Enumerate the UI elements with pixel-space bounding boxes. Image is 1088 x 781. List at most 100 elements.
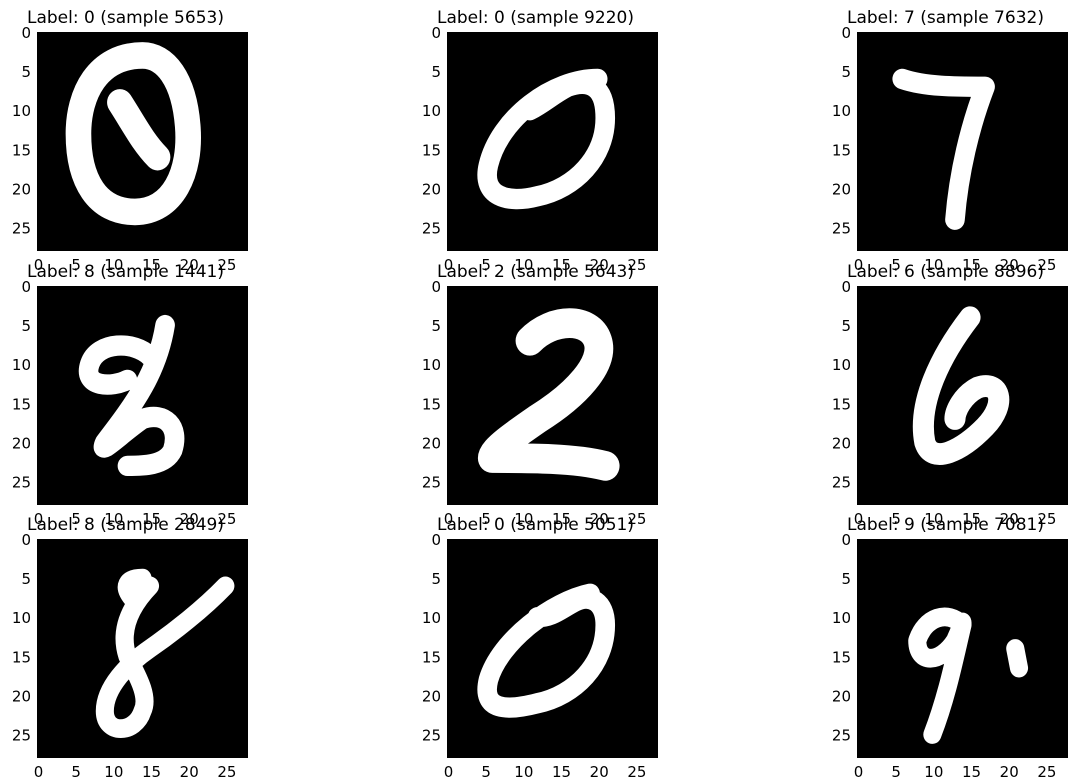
panel-title: Label: 8 (sample 1441) [27, 262, 224, 282]
x-tick-label: 10 [924, 510, 943, 528]
x-tick-label: 15 [552, 510, 571, 528]
x-tick-label: 5 [71, 510, 81, 528]
x-tick-label: 15 [142, 256, 161, 274]
panel-title: Label: 8 (sample 2849) [27, 515, 224, 535]
x-tick-label: 10 [104, 256, 123, 274]
x-tick-label: 20 [590, 763, 609, 781]
x-tick-label: 0 [854, 256, 864, 274]
x-tick-label: 5 [481, 510, 491, 528]
x-tick-label: 0 [444, 256, 454, 274]
y-tick-label: 25 [12, 727, 31, 745]
x-tick-label: 0 [854, 510, 864, 528]
y-tick-label: 5 [841, 63, 851, 81]
y-tick-label: 10 [12, 356, 31, 374]
x-tick-label: 20 [1000, 510, 1019, 528]
y-tick-label: 5 [841, 570, 851, 588]
panel-title: Label: 7 (sample 7632) [847, 8, 1044, 28]
y-tick-label: 15 [422, 648, 441, 666]
x-tick-label: 15 [962, 510, 981, 528]
y-tick-label: 5 [21, 63, 31, 81]
digit-stroke [78, 314, 185, 477]
y-tick-label: 5 [431, 570, 441, 588]
x-tick-label: 10 [104, 763, 123, 781]
x-tick-label: 25 [217, 510, 236, 528]
x-tick-label: 25 [627, 763, 646, 781]
x-tick-label: 10 [514, 763, 533, 781]
y-tick-label: 15 [422, 395, 441, 413]
x-tick-label: 20 [180, 256, 199, 274]
x-tick-label: 10 [924, 256, 943, 274]
y-tick-label: 0 [841, 531, 851, 549]
panel-title: Label: 9 (sample 7081) [847, 515, 1044, 535]
x-tick-label: 25 [1037, 256, 1056, 274]
digit-panel-3: Label: 7 (sample 7632) 0 5 10 15 20 25 0 5 10 15 2… [820, 8, 1080, 274]
y-tick-label: 5 [841, 317, 851, 335]
x-tick-label: 5 [71, 763, 81, 781]
y-tick-label: 20 [832, 180, 851, 198]
x-tick-label: 0 [34, 763, 44, 781]
x-tick-label: 20 [1000, 256, 1019, 274]
x-tick-label: 20 [590, 510, 609, 528]
x-tick-label: 25 [627, 510, 646, 528]
x-tick-label: 25 [627, 256, 646, 274]
x-tick-label: 15 [142, 510, 161, 528]
x-tick-label: 20 [590, 256, 609, 274]
y-tick-label: 25 [832, 220, 851, 238]
y-tick-label: 5 [431, 317, 441, 335]
y-tick-label: 0 [431, 278, 441, 296]
x-tick-label: 15 [552, 763, 571, 781]
y-tick-label: 0 [841, 278, 851, 296]
y-tick-label: 0 [21, 24, 31, 42]
panel-title: Label: 0 (sample 5653) [27, 8, 224, 28]
y-tick-label: 25 [12, 220, 31, 238]
y-tick-label: 20 [422, 180, 441, 198]
y-tick-label: 10 [832, 356, 851, 374]
x-tick-label: 25 [1037, 763, 1056, 781]
x-tick-label: 0 [854, 763, 864, 781]
digit-panel-9: Label: 9 (sample 7081) 0 5 10 15 20 25 0 5 10 15 2… [820, 515, 1080, 781]
x-tick-label: 5 [891, 763, 901, 781]
panel-title: Label: 0 (sample 5051) [437, 515, 634, 535]
y-tick-label: 0 [21, 531, 31, 549]
x-tick-label: 5 [891, 510, 901, 528]
y-tick-label: 5 [431, 63, 441, 81]
x-tick-label: 0 [444, 763, 454, 781]
y-tick-label: 20 [12, 434, 31, 452]
panel-title: Label: 6 (sample 8896) [847, 262, 1044, 282]
x-tick-label: 20 [1000, 763, 1019, 781]
x-tick-label: 15 [552, 256, 571, 274]
x-tick-label: 0 [34, 510, 44, 528]
x-tick-label: 5 [481, 256, 491, 274]
x-tick-label: 20 [180, 763, 199, 781]
y-tick-label: 15 [832, 648, 851, 666]
x-tick-label: 25 [217, 763, 236, 781]
y-tick-label: 10 [422, 102, 441, 120]
x-tick-label: 10 [514, 510, 533, 528]
y-tick-label: 20 [422, 434, 441, 452]
y-tick-label: 10 [422, 356, 441, 374]
x-tick-label: 25 [1037, 510, 1056, 528]
y-tick-label: 0 [431, 531, 441, 549]
digit-panel-2: Label: 0 (sample 9220) 0 5 10 15 20 25 0 5 10 15 2… [410, 8, 670, 274]
y-tick-label: 20 [832, 687, 851, 705]
digit-image-background [447, 32, 658, 251]
digit-stroke [892, 68, 995, 230]
y-tick-label: 20 [12, 687, 31, 705]
y-tick-label: 20 [832, 434, 851, 452]
y-tick-label: 15 [12, 395, 31, 413]
y-tick-label: 10 [832, 102, 851, 120]
y-tick-label: 5 [21, 570, 31, 588]
y-tick-label: 10 [832, 609, 851, 627]
panel-title: Label: 0 (sample 9220) [437, 8, 634, 28]
digit-stroke [65, 42, 201, 226]
y-tick-label: 25 [422, 474, 441, 492]
y-tick-label: 15 [12, 141, 31, 159]
x-tick-label: 25 [217, 256, 236, 274]
y-tick-label: 20 [12, 180, 31, 198]
y-tick-label: 15 [12, 648, 31, 666]
